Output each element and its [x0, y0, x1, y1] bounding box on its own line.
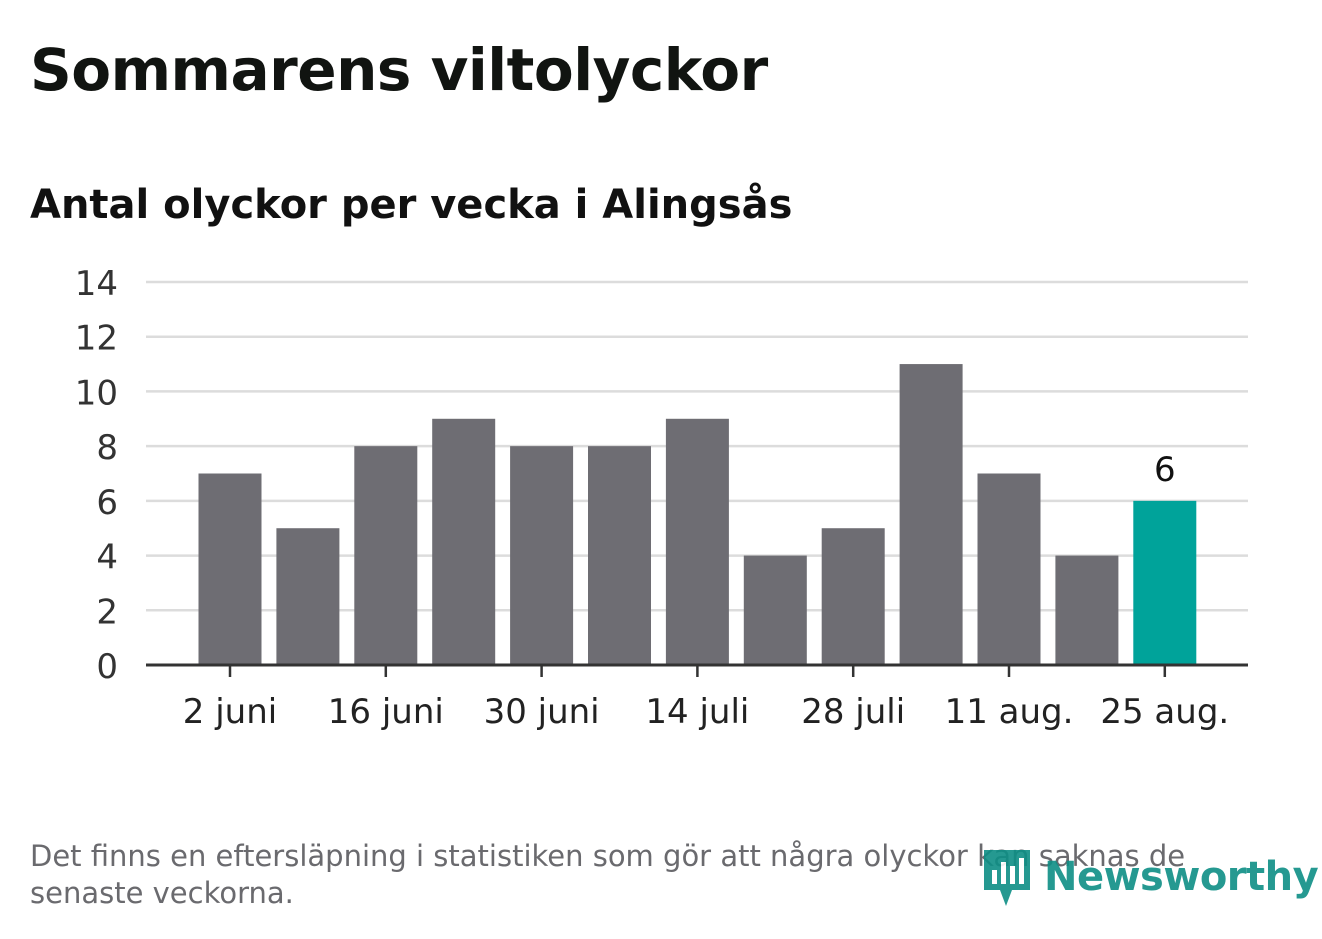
- y-tick-label: 0: [96, 647, 118, 687]
- bar: [743, 555, 807, 665]
- bar: [821, 528, 885, 665]
- bar: [977, 473, 1041, 665]
- x-tick-label: 28 juli: [801, 692, 905, 732]
- bar: [1133, 500, 1197, 665]
- y-axis-ticks: 0 2 4 6 8 10 12 14: [75, 264, 118, 687]
- x-axis-ticks: 2 juni 16 juni 30 juni 14 juli 28 juli 11 aug…: [183, 665, 1229, 732]
- x-tick-label: 14 juli: [645, 692, 749, 732]
- y-tick-label: 6: [96, 483, 118, 523]
- bar: [588, 446, 651, 665]
- bar: [665, 418, 729, 665]
- data-labels: 6: [1151, 447, 1179, 493]
- bar: [198, 473, 262, 665]
- x-tick-label: 16 juni: [328, 692, 444, 732]
- bars: [198, 364, 1197, 665]
- data-label: 6: [1154, 450, 1176, 490]
- y-tick-label: 4: [96, 538, 118, 578]
- bar: [354, 446, 418, 665]
- x-tick-label: 25 aug.: [1100, 692, 1229, 732]
- bar: [1055, 555, 1119, 665]
- y-tick-label: 10: [75, 373, 118, 413]
- y-tick-label: 2: [96, 592, 118, 632]
- y-tick-label: 8: [96, 428, 118, 468]
- y-tick-label: 14: [75, 264, 118, 304]
- bar: [276, 528, 340, 665]
- chart-title: Sommarens viltolyckor: [30, 36, 768, 104]
- bar: [899, 364, 963, 665]
- newsworthy-logo: Newsworthy: [980, 844, 1319, 910]
- chart-subtitle: Antal olyckor per vecka i Alingsås: [30, 182, 793, 228]
- x-tick-label: 11 aug.: [945, 692, 1074, 732]
- bar: [432, 418, 496, 665]
- logo-text: Newsworthy: [1044, 854, 1319, 900]
- x-tick-label: 30 juni: [484, 692, 600, 732]
- newsworthy-bar-chart-icon: [984, 850, 1030, 906]
- x-tick-label: 2 juni: [183, 692, 277, 732]
- y-tick-label: 12: [75, 319, 118, 359]
- bar: [510, 446, 574, 665]
